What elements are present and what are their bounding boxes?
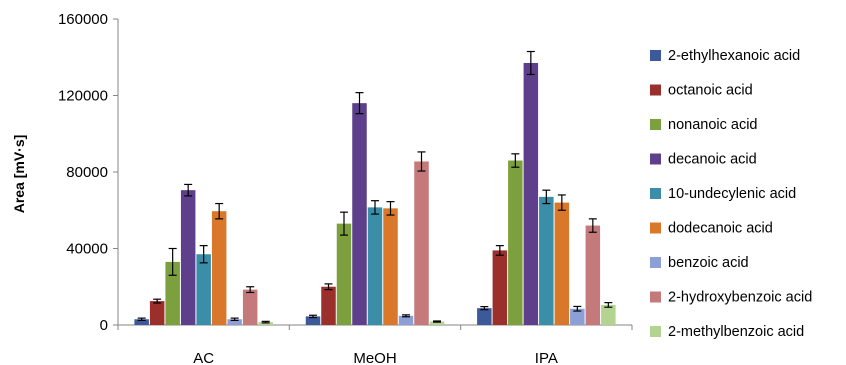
bar bbox=[554, 202, 570, 325]
bar bbox=[367, 207, 383, 325]
legend-label: 2-hydroxybenzoic acid bbox=[668, 290, 812, 306]
legend-label: 2-methylbenzoic acid bbox=[668, 324, 804, 340]
legend-label: 2-ethylhexanoic acid bbox=[668, 48, 800, 64]
legend-swatch bbox=[650, 119, 661, 130]
bar bbox=[227, 319, 242, 325]
legend-swatch bbox=[650, 84, 661, 96]
legend-swatch bbox=[650, 222, 661, 234]
bar bbox=[165, 261, 180, 325]
bar bbox=[508, 160, 523, 325]
y-tick-label: 40000 bbox=[66, 241, 108, 258]
bar bbox=[336, 223, 352, 325]
x-tick-label: MeOH bbox=[353, 350, 396, 365]
bar bbox=[429, 321, 445, 325]
y-axis-label: Area [mV·s] bbox=[11, 135, 27, 214]
legend-label: octanoic acid bbox=[668, 83, 753, 99]
legend-swatch bbox=[650, 257, 661, 268]
bar bbox=[523, 62, 539, 326]
bar bbox=[585, 225, 601, 325]
bar bbox=[180, 190, 196, 325]
bar bbox=[321, 286, 336, 325]
legend: 2-ethylhexanoic acid octanoic acid nonanoi… bbox=[650, 48, 812, 340]
bar bbox=[196, 254, 211, 325]
bar bbox=[539, 196, 554, 325]
bar bbox=[134, 319, 149, 325]
y-tick-label: 80000 bbox=[66, 164, 108, 181]
plot-area: 0 40000 80000 120000 160000 AC MeOH IPA bbox=[58, 11, 633, 365]
x-tick-label: AC bbox=[193, 350, 214, 365]
bar bbox=[211, 211, 227, 325]
bar bbox=[383, 208, 398, 325]
legend-swatch bbox=[650, 326, 661, 337]
bar bbox=[149, 301, 165, 325]
bar bbox=[601, 304, 616, 325]
bar bbox=[305, 316, 321, 325]
legend-label: nonanoic acid bbox=[668, 117, 758, 133]
bar bbox=[477, 308, 492, 325]
legend-label: benzoic acid bbox=[668, 255, 749, 271]
bar bbox=[492, 250, 508, 325]
legend-swatch bbox=[650, 50, 661, 61]
y-tick-label: 120000 bbox=[58, 88, 108, 105]
legend-swatch bbox=[650, 291, 661, 303]
x-tick-label: IPA bbox=[535, 350, 558, 365]
legend-label: decanoic acid bbox=[668, 152, 757, 168]
bar bbox=[570, 308, 585, 325]
bar bbox=[414, 161, 429, 325]
bar bbox=[352, 103, 367, 326]
y-tick-label: 160000 bbox=[58, 11, 108, 28]
bar bbox=[258, 322, 273, 325]
bar bbox=[242, 289, 258, 325]
bar bbox=[398, 315, 414, 325]
y-tick-label: 0 bbox=[100, 317, 108, 334]
legend-label: dodecanoic acid bbox=[668, 221, 773, 237]
legend-swatch bbox=[650, 188, 661, 199]
legend-swatch bbox=[650, 153, 661, 165]
legend-label: 10-undecylenic acid bbox=[668, 186, 796, 202]
